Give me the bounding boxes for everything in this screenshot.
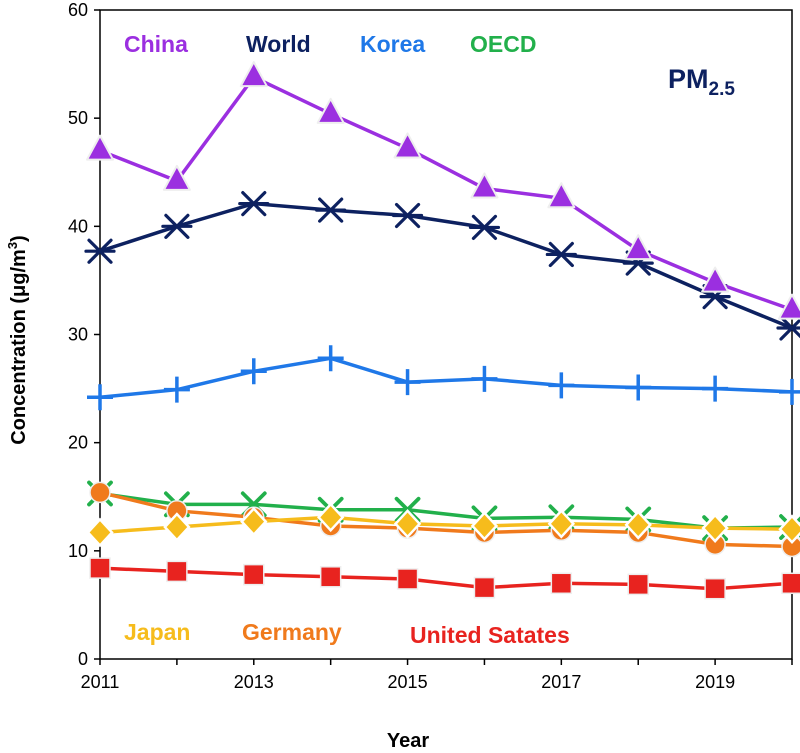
world-point (161, 213, 193, 239)
world-point (776, 315, 800, 341)
legend-japan: Japan (124, 619, 190, 645)
japan-point (240, 506, 268, 537)
legend-united-states: United Satates (410, 622, 570, 648)
united-satates-point (319, 566, 342, 588)
united-satates-point (166, 560, 188, 583)
world-point (84, 238, 116, 264)
y-tick-label: 20 (68, 433, 88, 453)
world-point (391, 202, 424, 229)
korea-point (625, 374, 652, 401)
y-axis: 0 10 20 30 40 50 60 (68, 0, 100, 669)
japan-point (624, 510, 652, 540)
united-satates-point (89, 557, 111, 579)
legend-korea: Korea (360, 31, 425, 57)
korea-point (548, 372, 575, 399)
united-satates-line (99, 566, 793, 591)
x-axis: 2011 2013 2015 2017 2019 (81, 659, 793, 692)
china-point (316, 97, 345, 124)
world-line (99, 201, 793, 330)
y-tick-label: 0 (78, 649, 88, 669)
china-point (393, 132, 422, 159)
legend-china: China (124, 31, 188, 57)
japan-point (393, 508, 422, 539)
germany-point (89, 481, 111, 504)
korea-point (779, 378, 800, 405)
germany-line (99, 490, 793, 549)
y-axis-title: Concentration (μg/m3) (5, 235, 30, 444)
china-point (701, 266, 730, 293)
china-line (99, 75, 793, 312)
united-satates-point (781, 572, 800, 595)
china-point (162, 164, 191, 191)
korea-point (317, 345, 344, 372)
pm25-label: PM2.5 (668, 64, 735, 100)
united-satates-point (704, 577, 726, 600)
series-world (84, 191, 800, 341)
y-tick-label: 40 (68, 216, 88, 236)
x-tick-label: 2019 (695, 672, 735, 692)
japan-point (470, 511, 499, 541)
world-point (238, 191, 270, 217)
y-axis-title-superscript: 3 (5, 242, 20, 249)
korea-point (163, 376, 190, 403)
korea-point (394, 369, 421, 396)
world-point (545, 241, 577, 268)
united-satates-point (473, 576, 496, 599)
y-tick-label: 10 (68, 541, 88, 561)
korea-line (99, 356, 793, 399)
japan-point (163, 512, 191, 542)
japan-point (701, 513, 729, 543)
japan-point (316, 502, 345, 533)
united-satates-point (627, 573, 649, 596)
series-korea (87, 345, 800, 411)
x-tick-label: 2017 (541, 672, 581, 692)
series-china (86, 61, 800, 320)
series-germany (89, 481, 800, 558)
y-tick-label: 60 (68, 0, 88, 20)
korea-point (471, 365, 498, 392)
legend-oecd: OECD (470, 31, 536, 57)
china-point (239, 61, 268, 88)
series-japan (86, 502, 800, 548)
united-satates-point (550, 572, 573, 595)
united-satates-point (243, 563, 265, 586)
y-tick-label: 30 (68, 325, 88, 345)
china-point (547, 182, 576, 209)
china-point (778, 293, 800, 320)
legend-germany: Germany (242, 619, 342, 645)
china-point (624, 234, 653, 261)
y-tick-label: 50 (68, 108, 88, 128)
world-point (315, 197, 347, 223)
series-united-satates (89, 557, 800, 600)
korea-point (702, 375, 729, 402)
korea-point (87, 384, 113, 411)
world-point (468, 214, 501, 241)
japan-point (778, 514, 800, 545)
united-satates-point (396, 568, 419, 590)
japan-line (99, 515, 793, 535)
oecd-line (99, 491, 793, 530)
china-point (470, 172, 499, 199)
x-tick-label: 2015 (388, 672, 428, 692)
plot-frame (99, 9, 793, 660)
china-point (86, 134, 114, 161)
x-tick-label: 2011 (81, 672, 120, 692)
series-layer (84, 61, 800, 600)
x-tick-label: 2013 (234, 672, 274, 692)
korea-point (240, 358, 267, 385)
legend-world: World (246, 31, 311, 57)
japan-point (547, 508, 576, 539)
japan-point (86, 517, 114, 548)
x-axis-title: Year (387, 730, 429, 752)
